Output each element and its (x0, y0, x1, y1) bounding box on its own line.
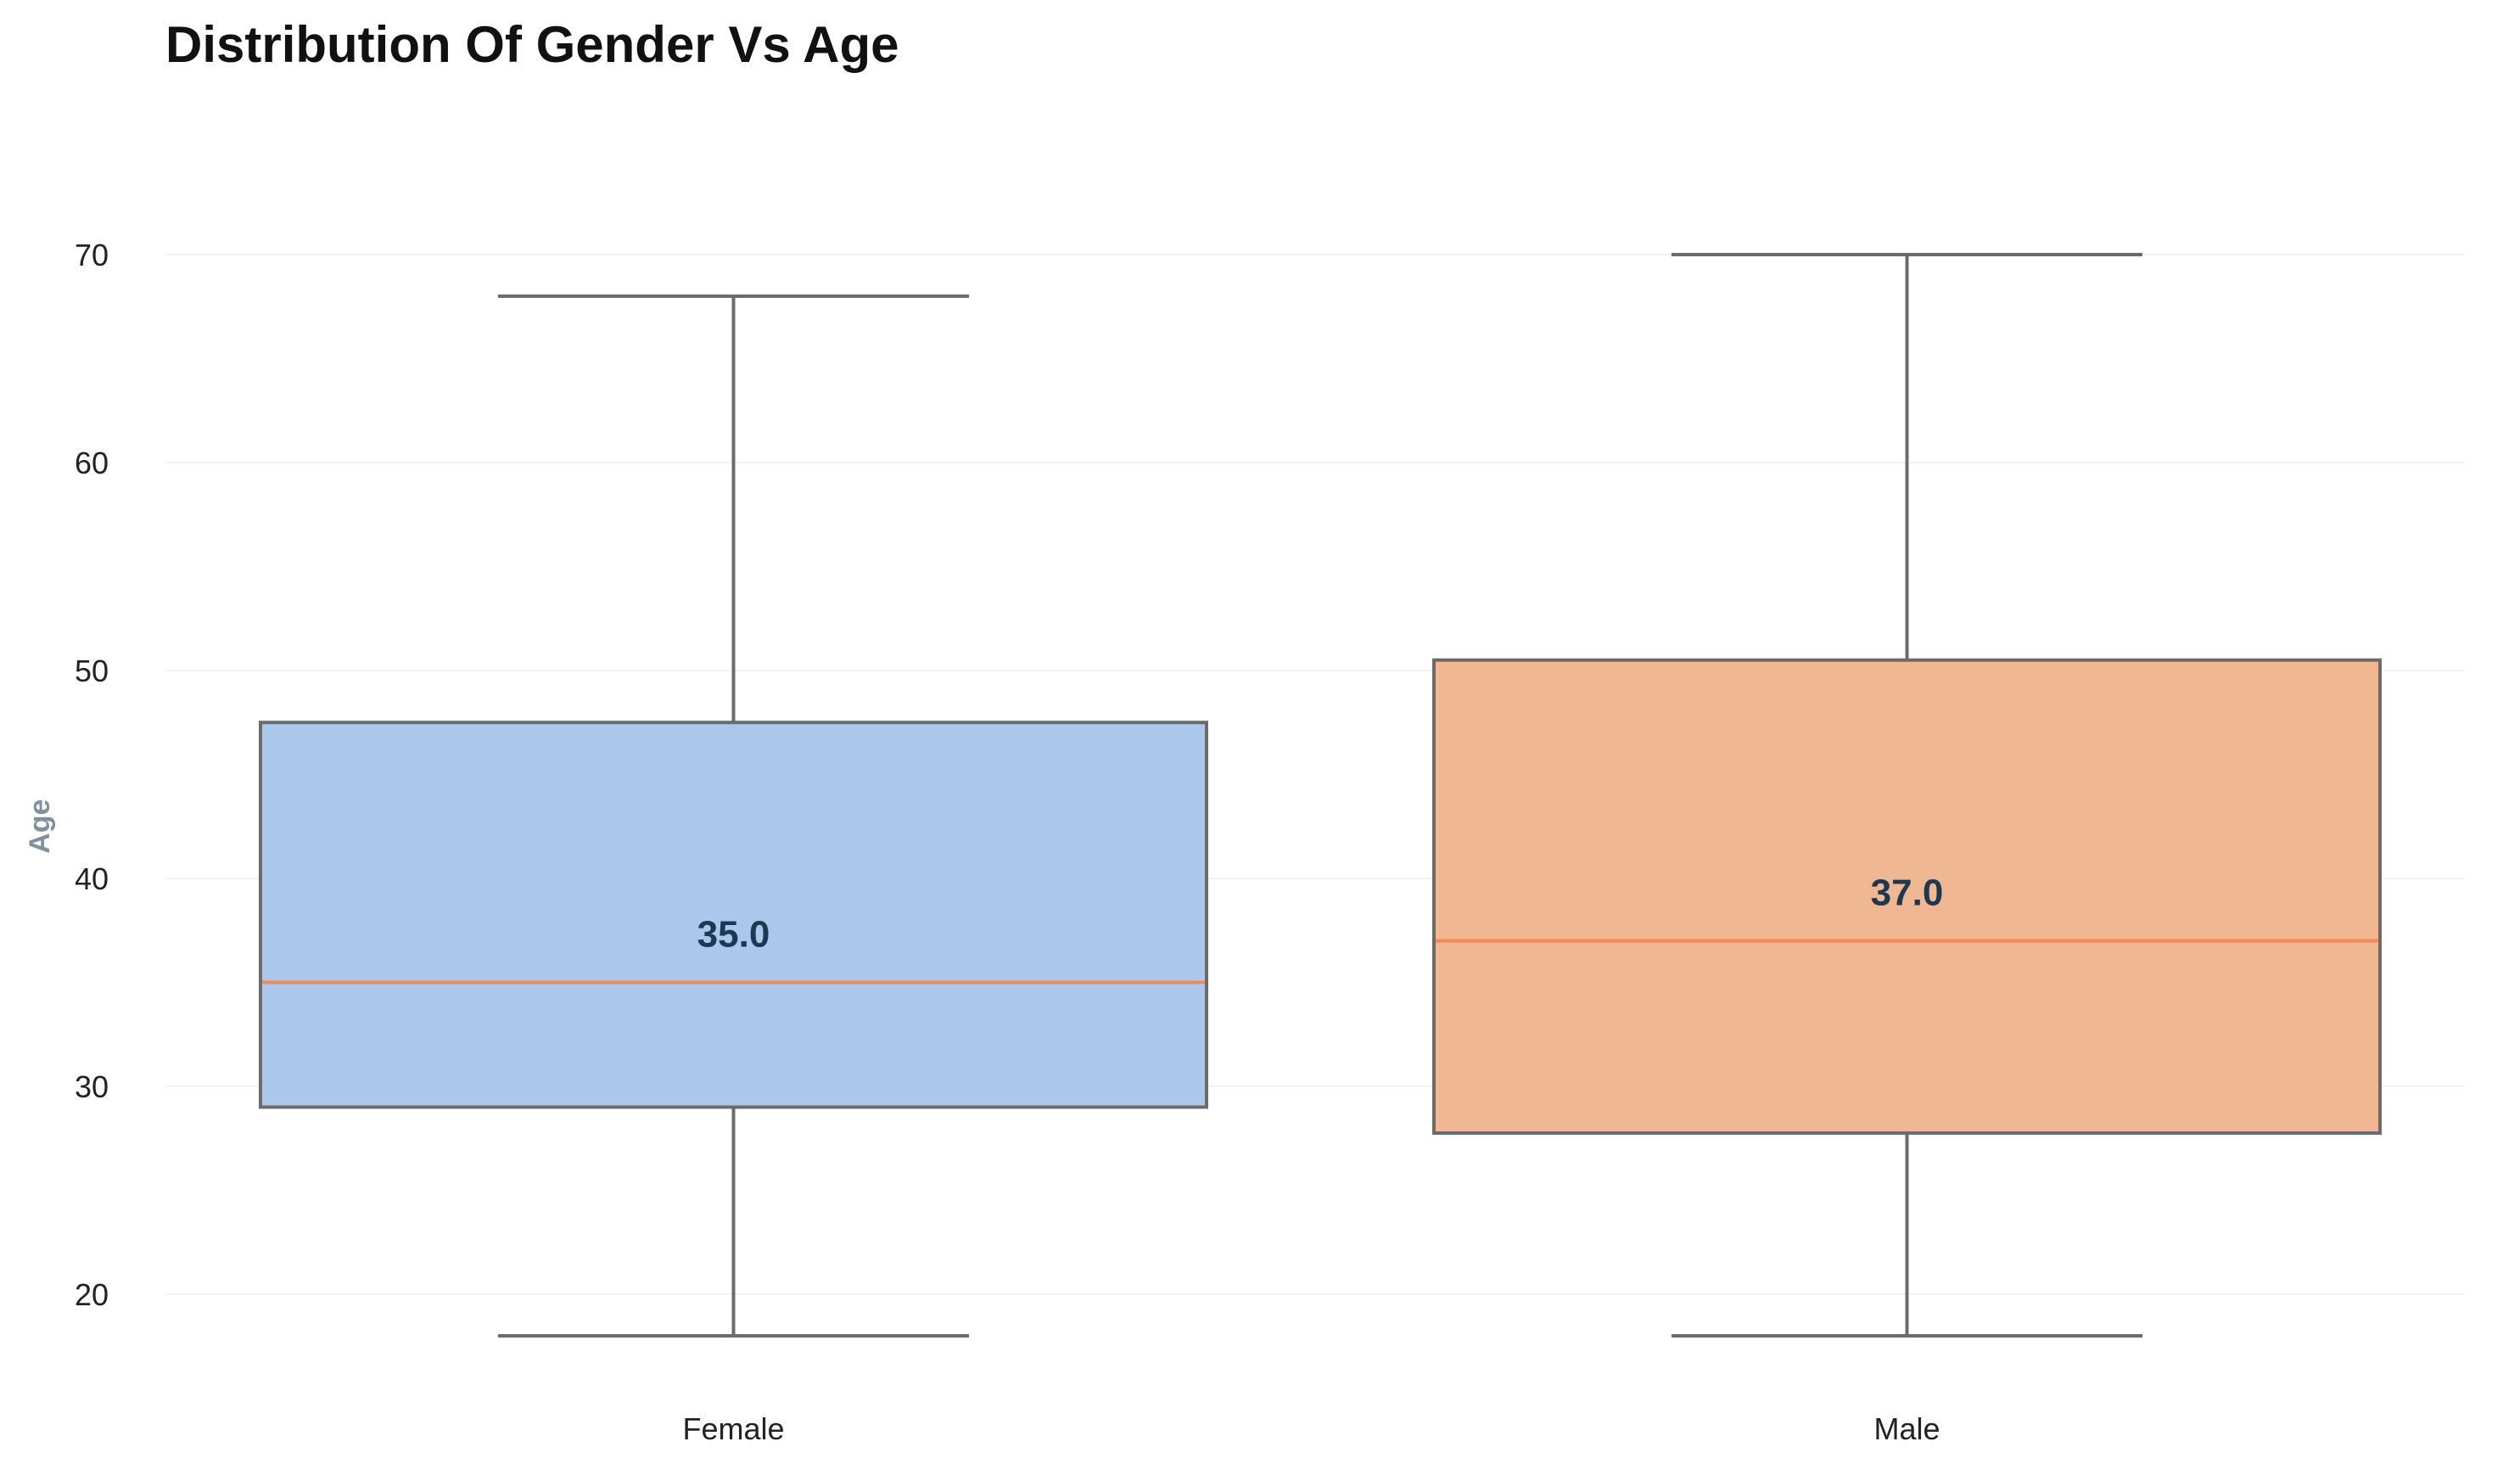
y-tick-label: 60 (75, 446, 109, 480)
chart-title: Distribution Of Gender Vs Age (165, 16, 899, 73)
y-tick-label: 70 (75, 238, 109, 272)
x-axis-categories: Female Male (682, 1411, 1940, 1446)
y-tick-label: 30 (75, 1069, 109, 1104)
x-category-label: Male (1873, 1411, 1940, 1446)
median-label: 37.0 (1871, 872, 1944, 914)
y-tick-label: 50 (75, 653, 109, 688)
box-group-female: 35.0 (259, 294, 1208, 1338)
y-tick-label: 20 (75, 1277, 109, 1312)
box-group-male: 37.0 (1432, 253, 2382, 1338)
y-tick-label: 40 (75, 861, 109, 896)
boxes: 35.0 37.0 (259, 253, 2382, 1338)
median-label: 35.0 (697, 914, 770, 956)
y-axis-label: Age (24, 799, 56, 854)
iqr-box (259, 721, 1208, 1109)
y-axis-ticks: 20 30 40 50 60 70 (75, 238, 109, 1312)
iqr-box (1432, 658, 2382, 1136)
x-category-label: Female (682, 1411, 784, 1446)
